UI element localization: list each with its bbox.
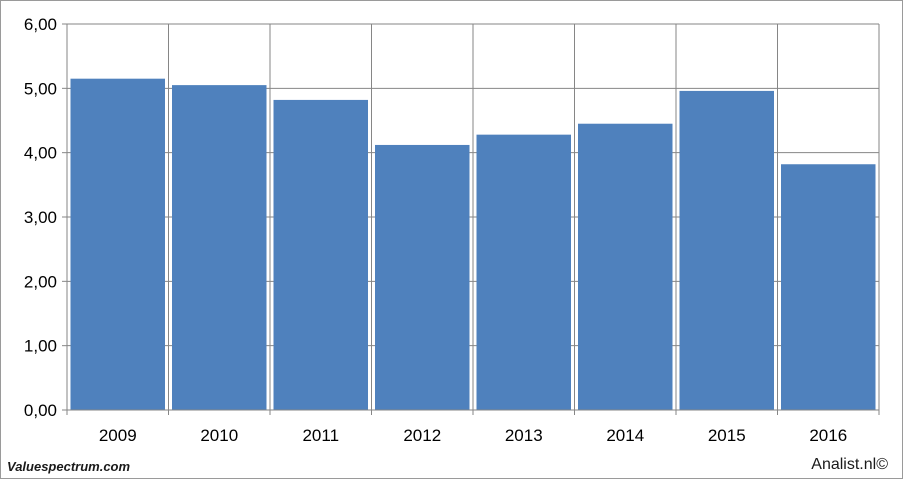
x-tick-label: 2014 — [606, 426, 644, 445]
x-tick-label: 2012 — [403, 426, 441, 445]
y-tick-label: 4,00 — [24, 144, 57, 163]
y-tick-label: 6,00 — [24, 15, 57, 34]
bar — [679, 90, 774, 410]
y-tick-label: 0,00 — [24, 401, 57, 420]
y-tick-label: 2,00 — [24, 272, 57, 291]
bar — [781, 164, 876, 410]
bar — [273, 99, 368, 410]
axes — [62, 23, 880, 415]
source-label-right: Analist.nl© — [811, 456, 888, 473]
bars — [70, 78, 876, 411]
bar — [70, 78, 165, 410]
x-tick-label: 2015 — [708, 426, 746, 445]
x-tick-label: 2009 — [99, 426, 137, 445]
bar — [172, 85, 267, 410]
x-tick-label: 2010 — [200, 426, 238, 445]
bar — [578, 123, 673, 410]
y-tick-label: 1,00 — [24, 337, 57, 356]
y-tick-labels: 0,00 1,00 2,00 3,00 4,00 5,00 6,00 — [24, 15, 57, 420]
y-tick-label: 3,00 — [24, 208, 57, 227]
x-tick-labels: 2009 2010 2011 2012 2013 2014 2015 2016 — [99, 426, 847, 445]
x-tick-label: 2013 — [505, 426, 543, 445]
bar — [375, 144, 470, 411]
bar — [476, 134, 571, 411]
x-tick-label: 2016 — [809, 426, 847, 445]
x-tick-label: 2011 — [302, 426, 339, 445]
y-tick-label: 5,00 — [24, 79, 57, 98]
source-label-left: Valuespectrum.com — [7, 459, 131, 474]
